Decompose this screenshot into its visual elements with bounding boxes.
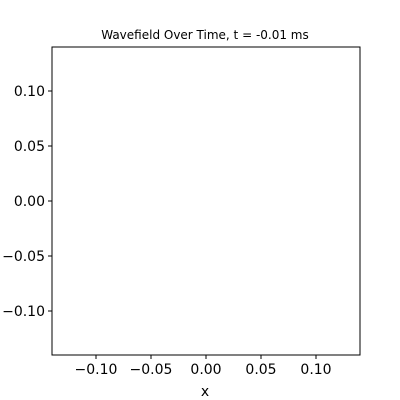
x-axis-label: x xyxy=(201,384,209,400)
x-tick-label: 0.00 xyxy=(190,362,221,378)
plot-area xyxy=(51,46,361,356)
y-axis: −0.10 −0.05 0.00 0.05 0.10 xyxy=(2,84,52,320)
x-tick-label: 0.05 xyxy=(245,362,276,378)
x-axis: −0.10 −0.05 0.00 0.05 0.10 xyxy=(75,355,332,378)
y-tick-label: −0.10 xyxy=(2,304,45,320)
y-tick-label: 0.00 xyxy=(14,194,45,210)
y-tick-label: −0.05 xyxy=(2,249,45,265)
x-tick-label: −0.05 xyxy=(130,362,173,378)
x-tick-label: 0.10 xyxy=(300,362,331,378)
y-tick-label: 0.10 xyxy=(14,84,45,100)
x-tick-label: −0.10 xyxy=(75,362,118,378)
y-tick-label: 0.05 xyxy=(14,139,45,155)
chart-title: Wavefield Over Time, t = -0.01 ms xyxy=(101,28,309,42)
